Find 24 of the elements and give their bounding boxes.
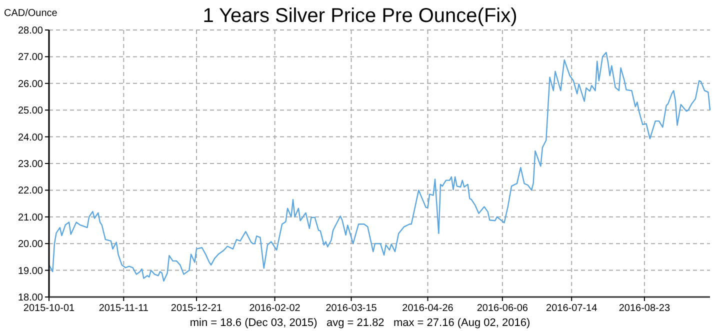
y-tick-label: 22.00 xyxy=(18,186,44,197)
x-tick-label: 2015-11-11 xyxy=(98,303,149,314)
x-tick-label: 2016-04-26 xyxy=(402,303,454,314)
y-tick-label: 26.00 xyxy=(18,78,44,90)
x-tick-label: 2016-07-14 xyxy=(546,303,598,314)
y-tick-label: 27.00 xyxy=(18,52,44,64)
x-tick-label: 2015-10-01 xyxy=(23,303,76,314)
x-tick-label: 2016-02-02 xyxy=(249,303,301,314)
chart-title: 1 Years Silver Price Pre Ounce(Fix) xyxy=(202,5,518,27)
line-series xyxy=(48,52,711,282)
y-tick-label: 21.00 xyxy=(18,212,44,224)
y-axis-title: CAD/Ounce xyxy=(4,8,58,19)
y-tick-label: 19.00 xyxy=(18,266,44,277)
x-tick-label: 2016-08-23 xyxy=(618,303,670,314)
y-tick-label: 24.00 xyxy=(18,132,44,144)
x-tick-label: 2016-03-15 xyxy=(326,303,378,314)
text: min = 18.6 (Dec 03, 2015) avg = 21.82 max = 27.16 (Aug 02, 2016) xyxy=(190,317,530,329)
y-tick-label: 23.00 xyxy=(18,159,44,170)
x-tick-label: 2015-12-21 xyxy=(170,303,223,314)
x-tick-label: 2016-06-06 xyxy=(476,303,528,314)
y-tick-label: 28.00 xyxy=(18,26,44,36)
y-tick-label: 25.00 xyxy=(18,106,44,117)
y-tick-label: 18.00 xyxy=(18,292,44,304)
y-tick-label: 20.00 xyxy=(18,239,44,250)
